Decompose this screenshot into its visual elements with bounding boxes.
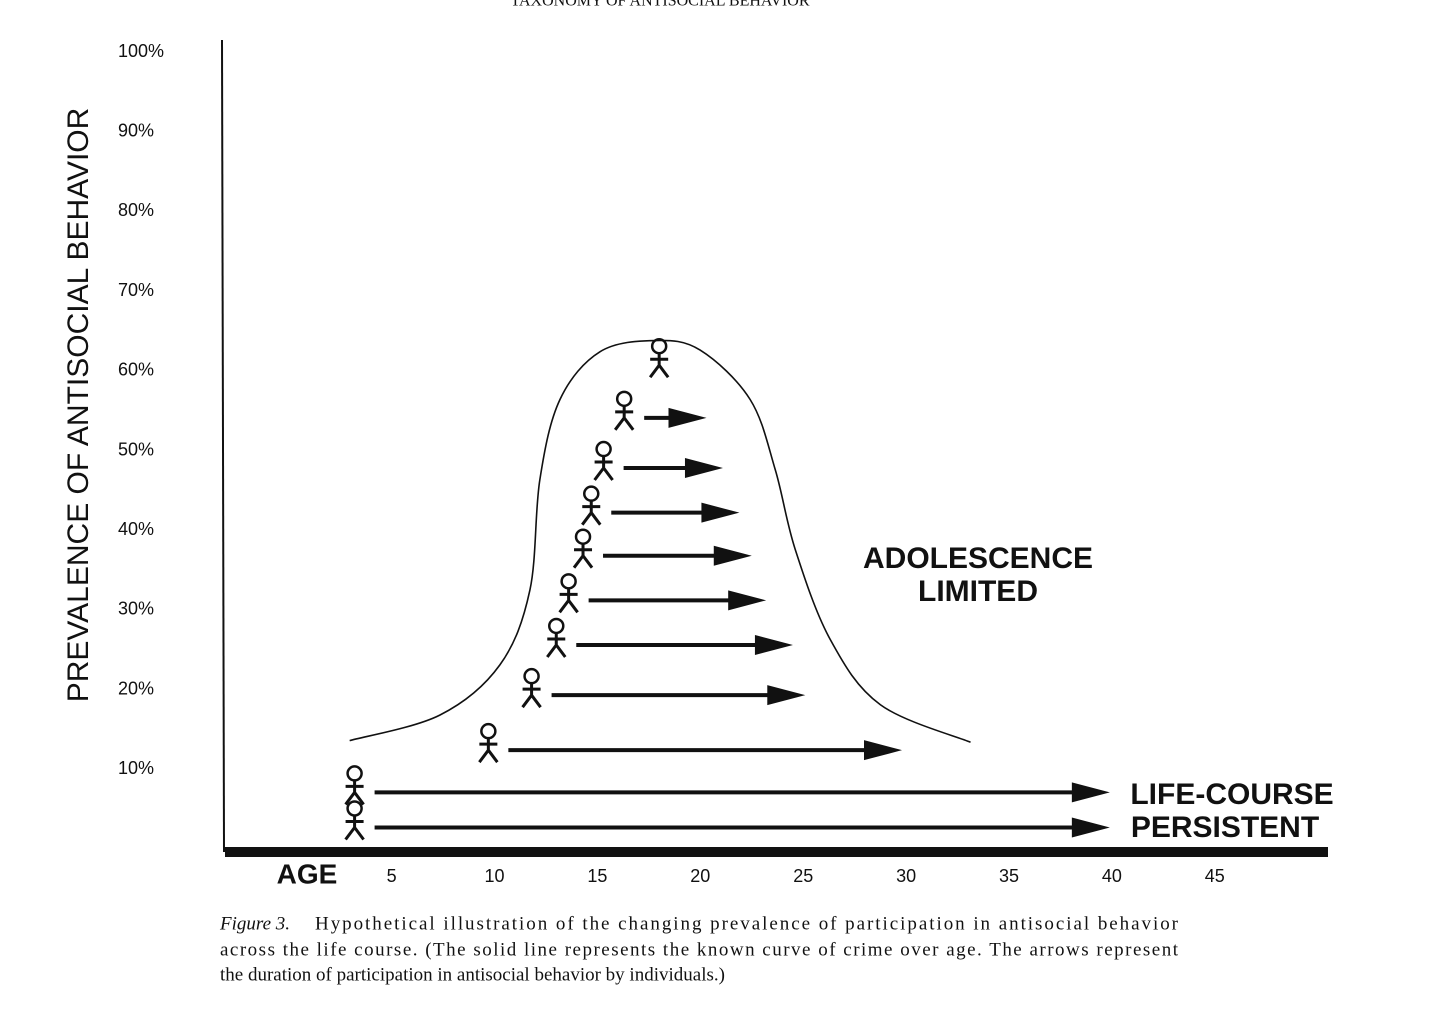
- y-axis-line: [221, 39, 225, 853]
- y-tick-label: 90%: [118, 120, 154, 140]
- x-tick-label: 20: [690, 866, 710, 886]
- x-tick-label: 25: [793, 866, 813, 886]
- person-body: [593, 455, 614, 481]
- caption-label: Figure 3.: [219, 913, 290, 934]
- x-tick-label: 5: [387, 866, 397, 886]
- person-body: [558, 587, 579, 614]
- participation-arrow: [551, 685, 806, 706]
- x-tick-label: 10: [485, 866, 505, 886]
- x-axis-title: AGE: [277, 858, 338, 889]
- person-head: [583, 485, 600, 502]
- y-tick-label: 10%: [118, 758, 154, 778]
- y-tick-label: 100%: [118, 41, 164, 61]
- x-tick-label: 40: [1102, 866, 1122, 886]
- person-head: [480, 722, 497, 740]
- participation-arrow: [374, 817, 1110, 838]
- participation-arrow: [603, 545, 752, 566]
- x-axis-bar: [225, 847, 1328, 857]
- participation-arrow: [644, 407, 707, 428]
- x-tick-label: 35: [999, 866, 1019, 886]
- participation-arrow: [508, 740, 903, 761]
- person-head: [548, 617, 565, 635]
- person-body: [344, 814, 365, 841]
- y-tick-label: 20%: [118, 678, 154, 698]
- person-body: [478, 737, 499, 764]
- person-body: [581, 499, 602, 526]
- x-tick-label: 45: [1205, 866, 1225, 886]
- person-body: [546, 631, 567, 658]
- y-tick-label: 30%: [118, 599, 154, 619]
- y-axis-title: PREVALENCE OF ANTISOCIAL BEHAVIOR: [62, 108, 95, 703]
- person-head: [650, 337, 668, 355]
- person-head: [615, 390, 633, 408]
- person-body: [521, 682, 542, 709]
- group-label: LIMITED: [918, 575, 1038, 608]
- participation-arrow: [623, 458, 723, 479]
- y-tick-label: 40%: [118, 519, 154, 539]
- y-tick-label: 80%: [118, 200, 154, 220]
- person-head: [346, 800, 363, 817]
- y-tick-label: 50%: [118, 439, 154, 459]
- person-body: [572, 542, 594, 569]
- person-head: [523, 667, 540, 685]
- caption-line: the duration of participation in antisoc…: [220, 964, 725, 985]
- group-label: LIFE-COURSE: [1130, 778, 1333, 811]
- running-header: TAXONOMY OF ANTISOCIAL BEHAVIOR: [510, 0, 809, 10]
- person-body: [648, 352, 670, 379]
- person-head: [346, 765, 363, 782]
- caption-line: across the life course. (The solid line …: [220, 939, 1179, 960]
- x-tick-label: 15: [587, 866, 607, 886]
- x-tick-label: 30: [896, 866, 916, 886]
- person-head: [574, 528, 592, 545]
- group-label: PERSISTENT: [1131, 811, 1319, 844]
- caption-line: Hypothetical illustration of the changin…: [315, 913, 1179, 934]
- person-head: [595, 440, 612, 458]
- participation-arrow: [611, 502, 740, 523]
- y-tick-label: 60%: [118, 360, 154, 380]
- group-label: ADOLESCENCE: [863, 542, 1093, 575]
- participation-arrow: [576, 634, 793, 655]
- participation-arrow: [374, 782, 1110, 803]
- participation-arrow: [588, 590, 767, 611]
- person-head: [560, 573, 577, 590]
- person-body: [613, 404, 635, 431]
- person-body: [344, 779, 365, 806]
- y-tick-label: 70%: [118, 280, 154, 300]
